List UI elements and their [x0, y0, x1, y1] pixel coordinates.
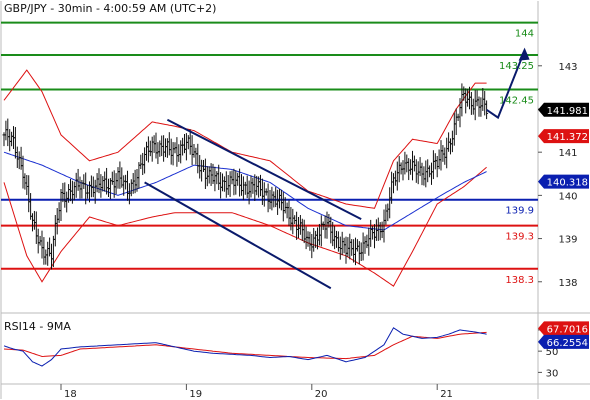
upper-band-line	[3, 69, 487, 209]
price-tag-label: 141.981	[547, 106, 588, 117]
price-tag-label: 140.318	[547, 178, 588, 189]
rsi-tag-box	[538, 321, 589, 336]
price-tag-box	[538, 129, 589, 144]
rsi-tag-box	[538, 334, 589, 349]
rsi-tag-label: 66.2554	[547, 338, 588, 349]
rsi-line	[3, 327, 487, 367]
level-label: 144	[515, 29, 534, 40]
level-label: 143.25	[499, 61, 534, 72]
price-axis-label: 141	[558, 148, 577, 159]
time-axis-label: 19	[189, 389, 202, 400]
rsi-axis-label: 50	[546, 347, 559, 358]
price-tag-box	[538, 102, 589, 117]
rsi-ma-line	[3, 331, 487, 360]
projection-arrow-line	[486, 50, 526, 120]
rsi-panel-title: RSI14 - 9MA	[4, 320, 71, 333]
level-label: 138.3	[505, 275, 534, 286]
projection-arrow-head	[518, 47, 530, 61]
price-axis-label: 143	[558, 62, 577, 73]
channel-lower-line	[144, 181, 332, 290]
time-axis-label: 20	[315, 389, 328, 400]
price-axis-label: 140	[558, 191, 577, 202]
level-label: 142.45	[499, 96, 534, 107]
price-tag-box	[538, 174, 589, 189]
rsi-axis-label: 30	[546, 368, 559, 379]
price-axis-label: 138	[558, 278, 577, 289]
level-label: 139.9	[505, 206, 534, 217]
price-tag-label: 141.372	[547, 132, 588, 143]
chart-title: GBP/JPY - 30min - 4:00:59 AM (UTC+2)	[4, 2, 216, 15]
lower-band-line	[3, 166, 487, 287]
main-price-panel: 144 143.25 142.45 139.9 139.3 138.3 138 139 140 1…	[1, 21, 589, 400]
level-label: 139.3	[505, 232, 534, 243]
channel-upper-line	[166, 118, 362, 221]
time-axis-label: 18	[64, 389, 77, 400]
rsi-tag-label: 67.7016	[547, 324, 588, 335]
price-axis-label: 139	[558, 235, 577, 246]
time-axis-label: 21	[440, 389, 453, 400]
